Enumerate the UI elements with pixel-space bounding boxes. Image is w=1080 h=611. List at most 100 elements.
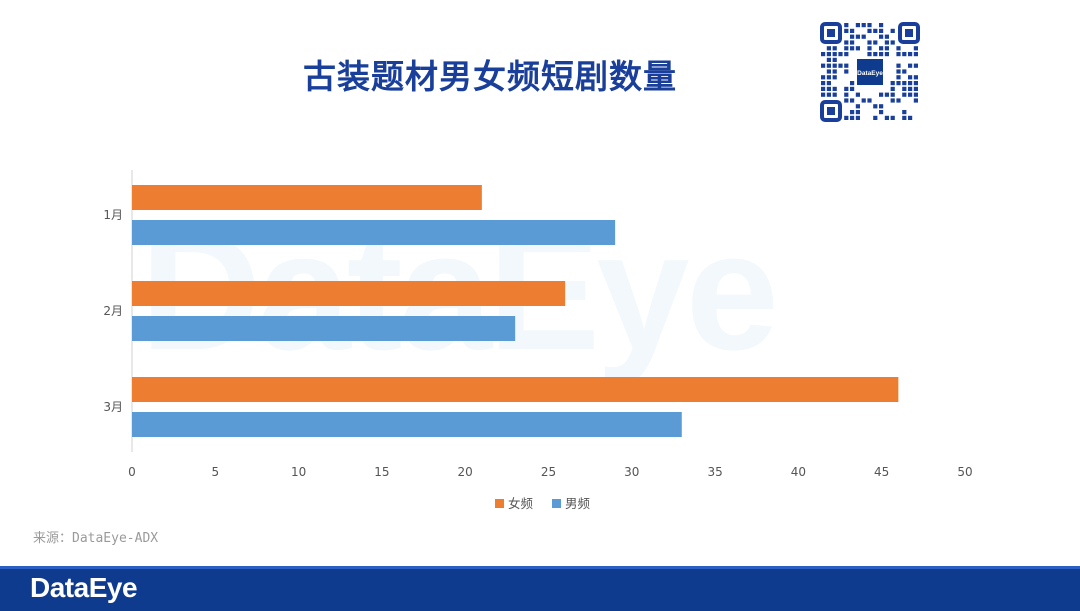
qr-module xyxy=(913,63,918,68)
qr-module xyxy=(838,63,843,68)
qr-module xyxy=(913,46,918,51)
qr-module xyxy=(826,92,831,97)
qr-module xyxy=(890,115,895,120)
qr-module xyxy=(844,28,849,33)
qr-module xyxy=(844,92,849,97)
qr-module xyxy=(821,81,826,86)
bar-男频-1月 xyxy=(132,220,616,245)
qr-module xyxy=(844,46,849,51)
qr-module xyxy=(902,52,907,57)
qr-module xyxy=(832,63,837,68)
bar-男频-3月 xyxy=(132,412,682,437)
qr-module xyxy=(855,115,860,120)
qr-module xyxy=(896,75,901,80)
qr-code-icon: DataEye xyxy=(819,21,921,123)
x-tick-label: 35 xyxy=(707,465,722,479)
bar-女频-2月 xyxy=(132,281,566,306)
qr-module xyxy=(850,98,855,103)
qr-module xyxy=(844,23,849,28)
qr-module xyxy=(850,86,855,91)
x-tick-label: 45 xyxy=(874,465,889,479)
legend-label: 女频 xyxy=(508,496,534,511)
bar-女频-1月 xyxy=(132,185,482,210)
qr-module xyxy=(908,63,913,68)
qr-module xyxy=(850,81,855,86)
footer-bar: DataEye xyxy=(0,566,1080,611)
qr-module xyxy=(879,110,884,115)
qr-module xyxy=(913,98,918,103)
qr-module xyxy=(913,52,918,57)
qr-module xyxy=(890,40,895,45)
chart-title: 古装题材男女频短剧数量 xyxy=(303,57,677,96)
qr-module xyxy=(861,98,866,103)
qr-module xyxy=(908,75,913,80)
qr-module xyxy=(855,92,860,97)
y-tick-label: 3月 xyxy=(103,400,123,414)
x-tick-label: 40 xyxy=(791,465,806,479)
qr-module xyxy=(879,34,884,39)
qr-module xyxy=(861,23,866,28)
qr-module xyxy=(896,81,901,86)
qr-module xyxy=(821,63,826,68)
qr-module xyxy=(844,98,849,103)
qr-module xyxy=(879,28,884,33)
bar-女频-3月 xyxy=(132,377,899,402)
qr-module xyxy=(884,40,889,45)
qr-module xyxy=(844,52,849,57)
x-tick-label: 25 xyxy=(541,465,556,479)
x-tick-label: 5 xyxy=(211,465,219,479)
qr-center-label: DataEye xyxy=(857,70,883,77)
qr-module xyxy=(890,81,895,86)
x-tick-label: 0 xyxy=(128,465,136,479)
qr-module xyxy=(855,110,860,115)
qr-module xyxy=(890,98,895,103)
qr-module xyxy=(908,81,913,86)
legend-label: 男频 xyxy=(565,496,591,511)
qr-module xyxy=(873,52,878,57)
qr-module xyxy=(873,28,878,33)
qr-module xyxy=(896,63,901,68)
footer-logo: DataEye xyxy=(30,572,138,603)
qr-module xyxy=(826,69,831,74)
qr-module xyxy=(867,28,872,33)
qr-module xyxy=(879,104,884,109)
qr-module xyxy=(855,23,860,28)
qr-module xyxy=(896,69,901,74)
qr-module xyxy=(884,115,889,120)
qr-module xyxy=(826,63,831,68)
qr-module xyxy=(844,115,849,120)
qr-module xyxy=(884,92,889,97)
qr-module xyxy=(832,75,837,80)
qr-module xyxy=(850,28,855,33)
bar-chart: 1月 2月 3月 0 5 10 15 20 25 30 35 40 45 50 女频 男频 xyxy=(103,170,973,511)
qr-module xyxy=(826,81,831,86)
qr-module xyxy=(850,110,855,115)
x-tick-label: 30 xyxy=(624,465,639,479)
legend-swatch-女频 xyxy=(495,499,504,508)
qr-module xyxy=(821,75,826,80)
bar-男频-2月 xyxy=(132,316,516,341)
qr-module xyxy=(832,57,837,62)
qr-module xyxy=(821,52,826,57)
qr-module xyxy=(879,46,884,51)
qr-module xyxy=(821,86,826,91)
qr-module xyxy=(826,46,831,51)
qr-module xyxy=(826,52,831,57)
qr-module xyxy=(861,34,866,39)
qr-module xyxy=(879,92,884,97)
qr-module xyxy=(873,40,878,45)
qr-module xyxy=(913,92,918,97)
qr-module xyxy=(867,40,872,45)
qr-module xyxy=(832,69,837,74)
qr-module xyxy=(884,46,889,51)
x-tick-label: 20 xyxy=(458,465,473,479)
qr-module xyxy=(850,40,855,45)
qr-module xyxy=(902,92,907,97)
qr-module xyxy=(902,110,907,115)
qr-module xyxy=(913,86,918,91)
y-tick-label: 2月 xyxy=(103,304,123,318)
qr-module xyxy=(896,46,901,51)
qr-module xyxy=(896,98,901,103)
qr-module xyxy=(850,115,855,120)
qr-module xyxy=(855,46,860,51)
